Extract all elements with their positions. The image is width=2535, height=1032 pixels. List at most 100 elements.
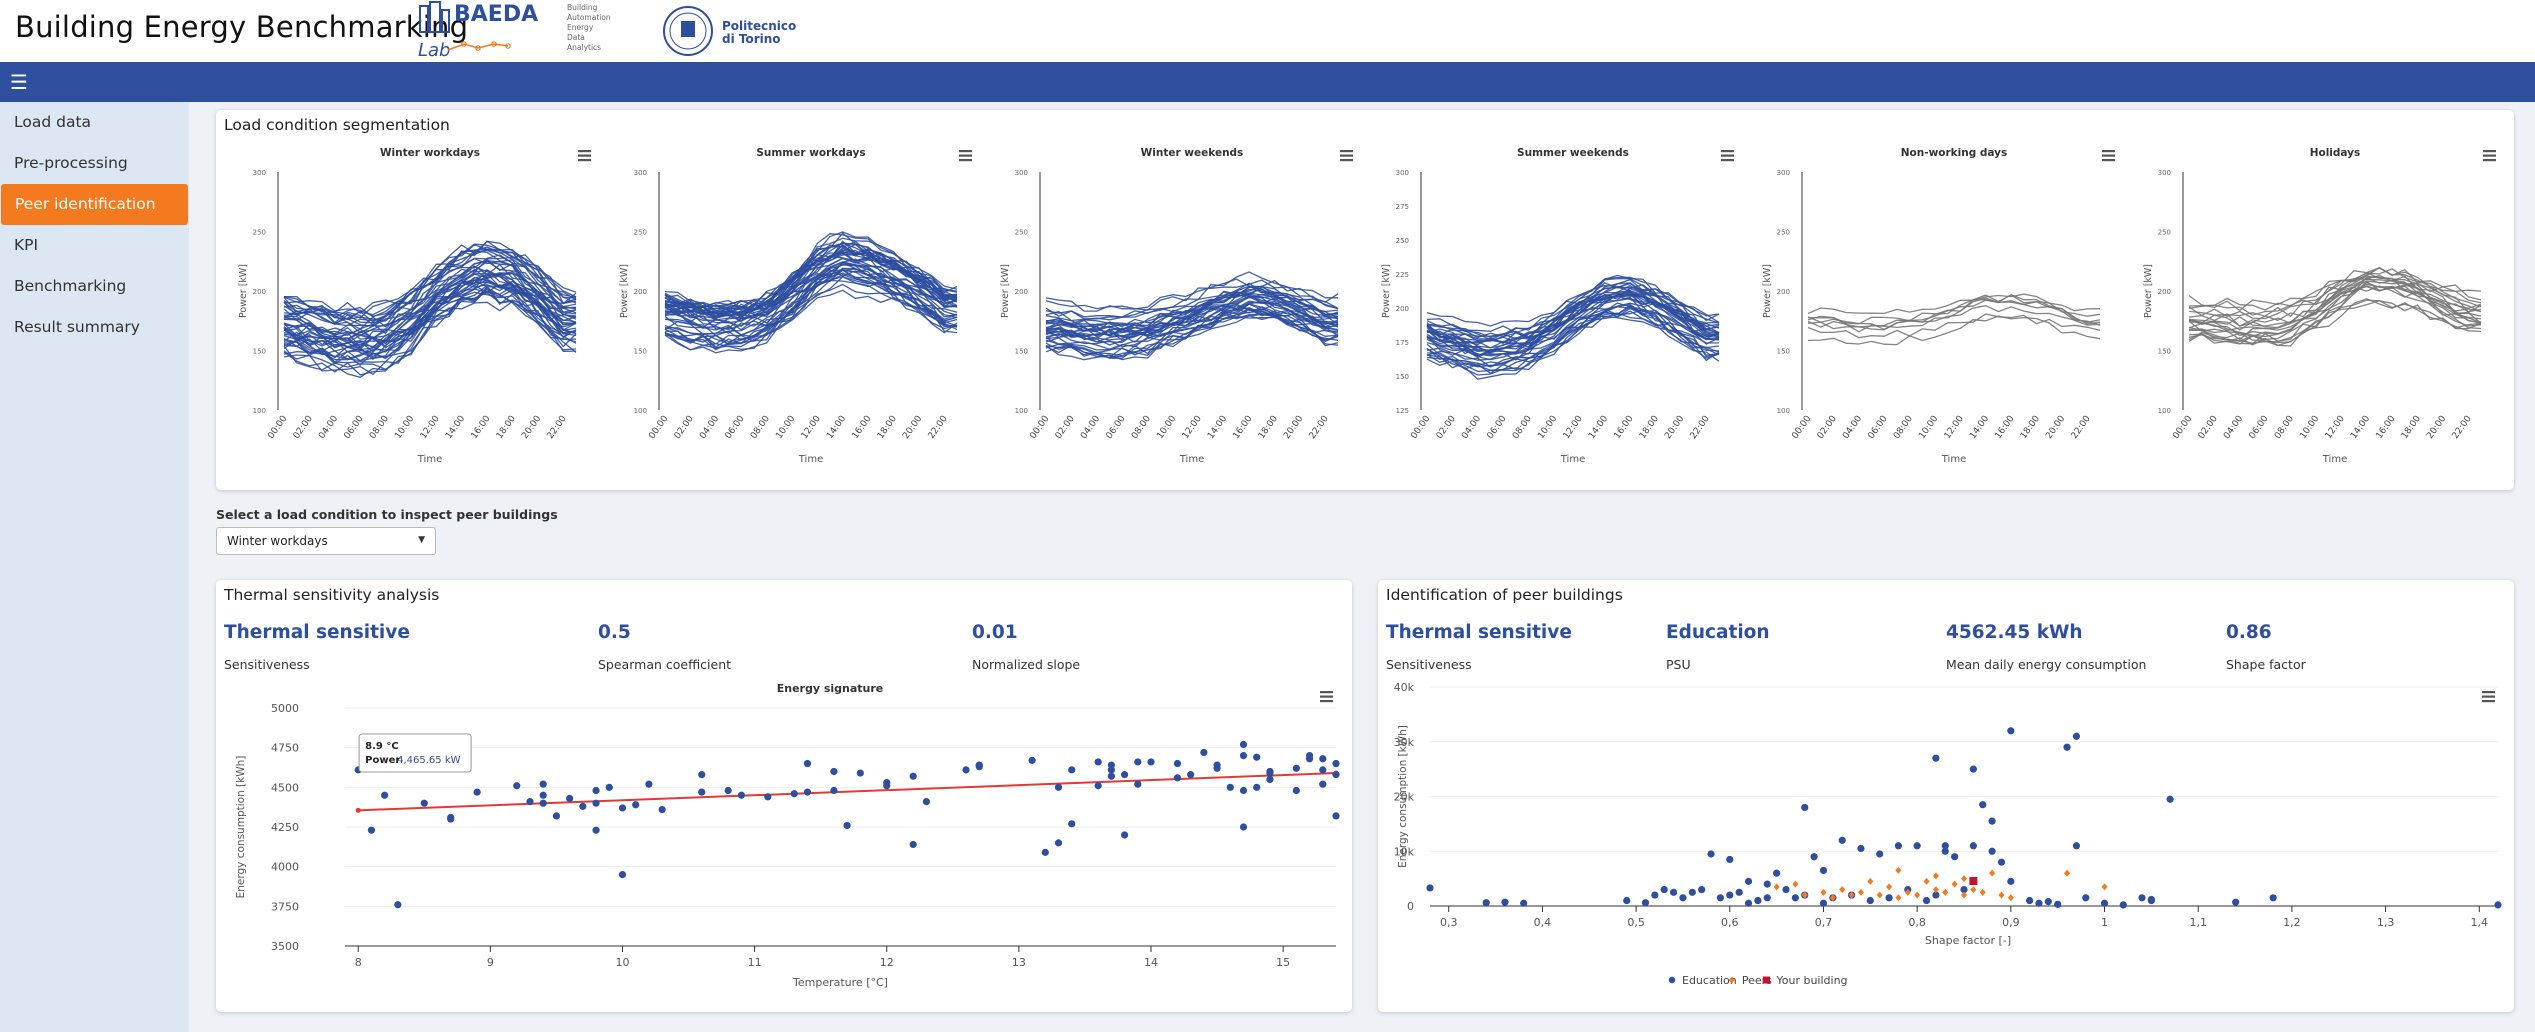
data-point-education xyxy=(1810,853,1818,861)
x-tick-label: 22:00 xyxy=(2451,414,2474,441)
data-point-education xyxy=(2119,901,2127,909)
load-profile-line xyxy=(664,240,958,315)
data-point xyxy=(1332,759,1340,768)
chart-title: Energy signature xyxy=(777,682,884,695)
x-tick-label: 10:00 xyxy=(1536,414,1559,441)
y-tick-label: 100 xyxy=(253,407,266,415)
load-profile-line xyxy=(283,286,577,362)
chart-menu-icon[interactable] xyxy=(2482,691,2495,703)
baeda-word-2: Automation xyxy=(567,13,611,22)
data-point xyxy=(658,805,666,814)
y-axis-label: Power [kW] xyxy=(238,264,249,318)
sidebar-item-result-summary[interactable]: Result summary xyxy=(14,318,140,336)
load-profile-line xyxy=(1045,286,1339,330)
load-profile-line xyxy=(664,289,958,345)
y-tick-label: 4250 xyxy=(271,821,299,834)
data-point-education xyxy=(1969,765,1977,773)
kpi-value: Thermal sensitive xyxy=(1386,622,1572,643)
data-point-education xyxy=(1988,817,1996,825)
legend-marker-your-building xyxy=(1763,976,1770,984)
x-tick-label: 08:00 xyxy=(2273,414,2296,441)
data-point-peer xyxy=(1895,866,1902,874)
kpi-label: Sensitiveness xyxy=(1386,657,1472,672)
data-point xyxy=(1187,771,1195,779)
x-tick-label: 16:00 xyxy=(1232,414,1255,441)
sidebar-item-pre-processing[interactable]: Pre-processing xyxy=(14,154,128,172)
sidebar-item-kpi[interactable]: KPI xyxy=(14,236,39,254)
chart-menu-icon[interactable] xyxy=(1320,691,1333,703)
data-point-education xyxy=(1932,891,1940,899)
data-point xyxy=(1068,766,1076,774)
menu-bar xyxy=(2483,154,2496,157)
y-axis-label: Power [kW] xyxy=(2143,264,2154,318)
tooltip-label: Power xyxy=(365,755,400,766)
data-point-education xyxy=(1501,898,1509,906)
load-profile-line xyxy=(1426,289,1720,349)
hamburger-icon[interactable]: ☰ xyxy=(10,70,28,94)
data-point xyxy=(552,812,561,820)
x-tick-label: 08:00 xyxy=(749,414,772,441)
y-tick-label: 300 xyxy=(634,169,647,177)
x-axis-label: Time xyxy=(417,454,442,465)
baeda-logo: BAEDA Lab Building Automation Energy Dat… xyxy=(418,1,611,60)
x-axis-label: Time xyxy=(1941,454,1966,465)
data-point xyxy=(447,813,455,822)
load-profile-line xyxy=(283,249,577,340)
data-point-education xyxy=(1997,858,2006,866)
load-profile-line xyxy=(2188,267,2482,318)
load-profile-line xyxy=(664,252,958,320)
sidebar-item-load-data[interactable]: Load data xyxy=(14,113,92,131)
load-condition-select[interactable]: Winter workdays ▼ xyxy=(216,527,436,555)
y-tick-label: 150 xyxy=(1015,348,1028,356)
load-profile-line xyxy=(283,260,577,353)
load-profile-line xyxy=(664,233,958,314)
x-tick-label: 18:00 xyxy=(876,414,899,441)
data-point-peer xyxy=(1923,877,1930,885)
x-tick-label: 0,5 xyxy=(1627,916,1645,929)
data-point-education xyxy=(2232,898,2240,906)
data-point xyxy=(1054,783,1063,791)
sidebar-item-benchmarking[interactable]: Benchmarking xyxy=(14,277,127,295)
load-profile-line xyxy=(2188,275,2482,337)
baeda-logo-name: BAEDA xyxy=(454,2,538,27)
chart-menu-icon[interactable] xyxy=(2102,150,2115,162)
data-point xyxy=(698,788,706,796)
data-point-education xyxy=(1688,888,1696,896)
chart-menu-icon[interactable] xyxy=(959,150,972,162)
data-point xyxy=(1107,772,1115,780)
chart-menu-icon[interactable] xyxy=(1340,150,1353,162)
chart-menu-icon[interactable] xyxy=(578,150,591,162)
data-point xyxy=(1120,831,1129,839)
data-point-peer xyxy=(1792,880,1799,888)
data-point-education xyxy=(2269,894,2277,902)
data-point xyxy=(724,786,732,795)
data-point xyxy=(367,826,376,834)
data-point xyxy=(909,772,917,780)
x-tick-label: 18:00 xyxy=(2400,414,2423,441)
x-tick-label: 14:00 xyxy=(1206,414,1229,441)
data-point xyxy=(1054,839,1063,847)
data-point xyxy=(1319,766,1327,774)
data-point-education xyxy=(1988,847,1996,855)
legend-marker-education xyxy=(1668,976,1676,984)
menu-bar xyxy=(2482,691,2495,694)
x-tick-label: 10:00 xyxy=(1155,414,1178,441)
x-tick-label: 08:00 xyxy=(1130,414,1153,441)
chart-title: Summer weekends xyxy=(1517,147,1629,159)
legend-label: Your building xyxy=(1776,974,1848,987)
data-point-education xyxy=(1979,801,1987,809)
chart-menu-icon[interactable] xyxy=(1721,150,1734,162)
x-tick-label: 16:00 xyxy=(470,414,493,441)
data-point-education xyxy=(1857,844,1865,853)
y-tick-label: 30k xyxy=(1394,736,1415,749)
x-tick-label: 14:00 xyxy=(2349,414,2372,441)
y-axis-label: Energy consumption [kWh] xyxy=(235,756,247,899)
sidebar-item-peer-identification[interactable]: Peer identification xyxy=(1,184,188,225)
y-tick-label: 150 xyxy=(634,348,647,356)
chart-holidays: Holidays 100 150 200 250 300 Power [kW] 00:00 02… xyxy=(2143,147,2496,465)
data-point-education xyxy=(1866,896,1874,905)
menu-bar xyxy=(1320,691,1333,694)
chart-menu-icon[interactable] xyxy=(2483,150,2496,162)
load-profile-line xyxy=(1045,271,1339,322)
y-tick-label: 150 xyxy=(1777,348,1790,356)
